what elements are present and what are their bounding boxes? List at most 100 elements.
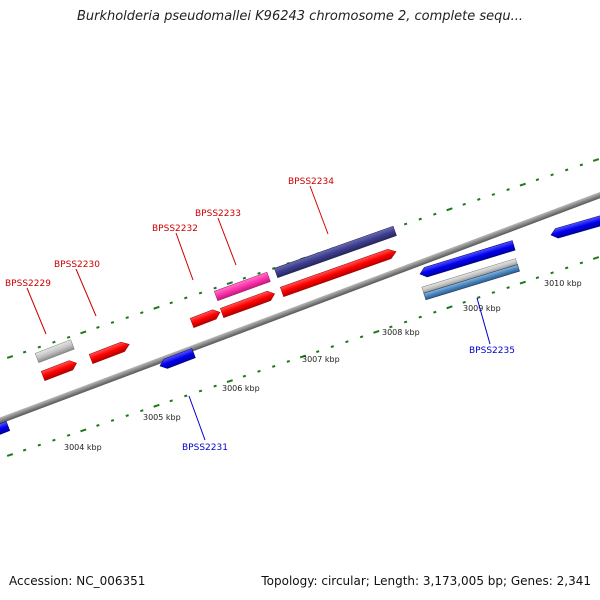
outer-track-minor-tick: [535, 178, 540, 182]
gene-feature[interactable]: [88, 340, 131, 364]
inner-track-minor-tick: [213, 384, 217, 388]
gene-feature[interactable]: [419, 240, 516, 279]
gene-feature[interactable]: [40, 358, 78, 381]
outer-track-minor-tick: [579, 163, 584, 167]
outer-track-major-tick: [153, 305, 160, 310]
ruler-label-3009: 3009 kbp: [463, 304, 501, 313]
inner-track-minor-tick: [125, 414, 129, 418]
inner-track-major-tick: [80, 428, 87, 433]
inner-track-minor-tick: [491, 291, 496, 294]
outer-track-minor-tick: [433, 212, 437, 216]
genome-summary-text: Topology: circular; Length: 3,173,005 bp…: [261, 574, 591, 588]
outer-track-major-tick: [592, 158, 600, 162]
outer-track-major-tick: [519, 182, 526, 187]
outer-track-minor-tick: [37, 345, 42, 349]
forward-strand-features: [34, 225, 397, 381]
gene-label-bpss2229[interactable]: BPSS2229: [5, 279, 51, 289]
outer-track-minor-tick: [169, 301, 173, 305]
inner-track-minor-tick: [140, 409, 144, 413]
inner-track-minor-tick: [242, 374, 247, 378]
inner-track-minor-tick: [564, 266, 569, 270]
gene-feature[interactable]: [423, 264, 520, 301]
gene-feature[interactable]: [219, 289, 276, 319]
inner-track-minor-tick: [257, 369, 261, 373]
ruler-label-3010: 3010 kbp: [544, 279, 582, 288]
gene-feature[interactable]: [280, 247, 397, 298]
accession-text: Accession: NC_006351: [9, 574, 146, 588]
gene-label-bpss2232[interactable]: BPSS2232: [152, 224, 198, 234]
outer-track-minor-tick: [140, 311, 144, 315]
gene-label-bpss2230[interactable]: BPSS2230: [54, 260, 100, 270]
inner-track-minor-tick: [462, 300, 466, 304]
sequence-backbone: [0, 178, 600, 438]
inner-track-major-tick: [299, 354, 307, 359]
gene-label-bpss2233[interactable]: BPSS2233: [195, 209, 241, 219]
gene-feature[interactable]: [550, 213, 600, 240]
inner-track-minor-tick: [389, 325, 393, 329]
inner-track-minor-tick: [96, 423, 100, 427]
outer-track-minor-tick: [22, 350, 27, 354]
inner-track-minor-tick: [315, 350, 320, 354]
outer-track-minor-tick: [564, 168, 569, 172]
ruler-label-3007: 3007 kbp: [302, 355, 340, 364]
inner-track-minor-tick: [66, 433, 71, 437]
reverse-strand-features: [0, 213, 600, 437]
inner-track-minor-tick: [359, 335, 364, 339]
inner-track-minor-tick: [198, 389, 203, 393]
outer-track-minor-tick: [550, 173, 554, 177]
outer-track-major-tick: [6, 355, 14, 359]
ruler-labels: 3004 kbp 3005 kbp 3006 kbp 3007 kbp 3008…: [64, 279, 582, 452]
inner-track-minor-tick: [579, 261, 584, 265]
gene-feature[interactable]: [158, 348, 196, 370]
inner-track-minor-tick: [271, 364, 276, 368]
inner-track-minor-tick: [184, 394, 188, 398]
outer-track-minor-tick: [125, 316, 129, 320]
inner-track-major-tick: [446, 305, 453, 310]
outer-track-minor-tick: [462, 202, 466, 206]
gene-label-bpss2234[interactable]: BPSS2234: [288, 177, 334, 187]
outer-track-minor-tick: [96, 325, 100, 329]
inner-track-major-tick: [226, 379, 233, 384]
inner-track-minor-tick: [418, 315, 422, 319]
gene-feature[interactable]: [0, 421, 11, 437]
gene-labels: BPSS2229 BPSS2230 BPSS2231 BPSS2232 BPSS…: [5, 177, 515, 453]
outer-track-minor-tick: [198, 291, 203, 295]
outer-track-minor-tick: [242, 276, 247, 280]
gene-label-bpss2231[interactable]: BPSS2231: [182, 443, 228, 453]
inner-track-major-tick: [153, 403, 160, 408]
inner-tick-track: [6, 256, 600, 457]
gene-feature[interactable]: [274, 225, 397, 279]
inner-track-major-tick: [373, 329, 380, 334]
gene-feature[interactable]: [213, 271, 271, 302]
inner-track-minor-tick: [22, 448, 27, 452]
outer-track-minor-tick: [66, 335, 71, 339]
outer-track-minor-tick: [213, 286, 217, 290]
inner-track-minor-tick: [345, 340, 349, 344]
outer-track-minor-tick: [52, 340, 56, 344]
gene-feature[interactable]: [189, 308, 222, 328]
outer-track-major-tick: [226, 281, 233, 286]
ruler-label-3004: 3004 kbp: [64, 443, 102, 452]
gene-label-bpss2235[interactable]: BPSS2235: [469, 346, 515, 356]
inner-track-minor-tick: [433, 310, 437, 314]
inner-track-minor-tick: [286, 359, 291, 363]
outer-track-minor-tick: [403, 222, 408, 226]
outer-track-minor-tick: [110, 321, 115, 324]
inner-track-minor-tick: [535, 276, 540, 280]
inner-track-major-tick: [519, 280, 526, 285]
inner-track-minor-tick: [550, 271, 554, 275]
outer-track-minor-tick: [506, 188, 510, 192]
inner-track-minor-tick: [52, 438, 56, 442]
inner-track-minor-tick: [506, 286, 510, 290]
outer-track-minor-tick: [491, 193, 496, 196]
inner-track-minor-tick: [403, 320, 408, 324]
ruler-label-3008: 3008 kbp: [382, 328, 420, 337]
gene-feature[interactable]: [34, 339, 75, 363]
ruler-label-3005: 3005 kbp: [143, 413, 181, 422]
outer-track-minor-tick: [184, 296, 188, 300]
inner-track-minor-tick: [37, 443, 42, 447]
inner-track-major-tick: [6, 453, 14, 457]
ruler-label-3006: 3006 kbp: [222, 384, 260, 393]
inner-track-minor-tick: [477, 295, 481, 299]
